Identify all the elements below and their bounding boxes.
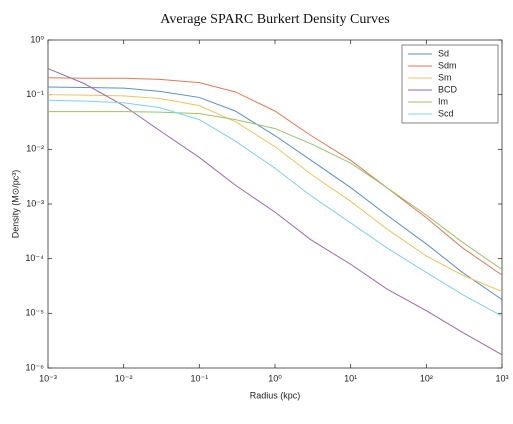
y-tick-label: 10⁻⁶ — [26, 362, 45, 372]
x-tick-label: 10¹ — [344, 373, 357, 383]
x-tick-label: 10⁻¹ — [190, 373, 208, 383]
x-tick-label: 10³ — [495, 373, 508, 383]
x-axis-label: Radius (kpc) — [250, 390, 301, 400]
legend-label: Scd — [438, 108, 454, 118]
legend-label: Im — [438, 96, 448, 106]
y-tick-label: 10⁻⁵ — [26, 308, 45, 318]
x-tick-label: 10⁻³ — [39, 373, 57, 383]
x-tick-label: 10⁻² — [115, 373, 133, 383]
chart-title: Average SPARC Burkert Density Curves — [160, 12, 389, 27]
line-series — [47, 77, 503, 276]
line-series — [47, 86, 503, 301]
y-axis-label: Density (M⊙/pc³) — [10, 170, 20, 239]
y-tick-label: 10⁻³ — [26, 198, 44, 208]
legend-label: Sm — [438, 72, 452, 82]
x-tick-label: 10⁰ — [268, 373, 282, 383]
y-tick-label: 10⁰ — [30, 34, 44, 44]
legend-label: Sdm — [438, 60, 457, 70]
line-series — [47, 68, 503, 356]
line-series — [47, 99, 503, 317]
legend-label: Sd — [438, 48, 449, 58]
y-tick-label: 10⁻¹ — [26, 89, 44, 99]
line-series — [48, 111, 503, 271]
y-tick-label: 10⁻⁴ — [25, 253, 44, 263]
x-tick-label: 10² — [420, 373, 433, 383]
legend-box — [401, 44, 499, 124]
line-series — [47, 94, 503, 293]
y-tick-label: 10⁻² — [26, 144, 44, 154]
legend-label: BCD — [438, 84, 458, 94]
